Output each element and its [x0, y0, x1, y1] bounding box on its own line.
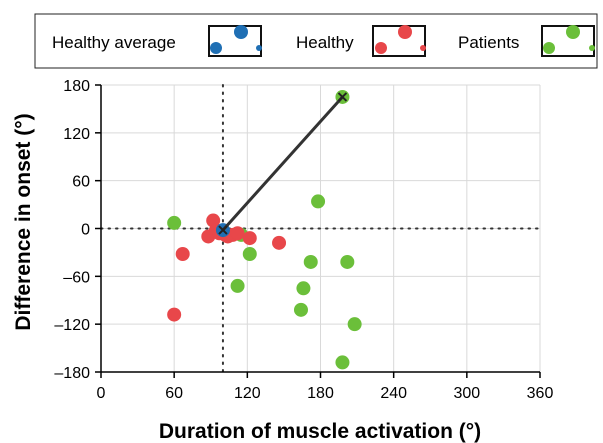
x-tick-label: 60 — [165, 385, 183, 402]
data-point-healthy — [230, 226, 245, 241]
y-axis-title: Difference in onset (°) — [12, 113, 35, 330]
data-point-patients — [230, 278, 245, 293]
x-axis-ticks: 0 60 120 180 240 300 360 — [97, 372, 554, 402]
legend-entry-healthy: Healthy — [296, 25, 426, 57]
x-tick-label: 180 — [307, 385, 334, 402]
x-marker — [337, 92, 348, 102]
data-point-healthy — [242, 231, 257, 246]
annotations — [218, 92, 348, 235]
connecting-line — [221, 95, 344, 232]
data-point-patients — [296, 281, 311, 296]
x-tick-label: 120 — [234, 385, 261, 402]
y-tick-label: 0 — [81, 222, 90, 239]
data-point-patients — [303, 254, 318, 269]
data-point-patients — [347, 317, 362, 332]
y-tick-label: –60 — [63, 269, 90, 286]
x-marker-stroke — [337, 92, 348, 102]
data-point-patients — [167, 215, 182, 230]
data-point-patients — [311, 194, 326, 209]
data-point-patients — [335, 355, 350, 370]
y-tick-label: –180 — [54, 365, 90, 382]
legend-swatch-healthy-average — [208, 25, 262, 57]
legend-swatch-healthy — [372, 25, 426, 57]
x-axis-title: Duration of muscle activation (°) — [159, 420, 481, 443]
legend-entry-healthy-average: Healthy average — [52, 25, 262, 57]
x-marker — [218, 225, 228, 235]
y-tick-label: 120 — [63, 126, 90, 143]
legend-swatch-patients — [541, 25, 595, 57]
y-tick-label: –120 — [54, 317, 90, 334]
data-points — [167, 89, 362, 370]
x-tick-label: 0 — [97, 385, 106, 402]
legend: Healthy average Healthy Patients — [34, 13, 598, 69]
legend-entry-patients: Patients — [458, 25, 595, 57]
legend-frame — [34, 13, 598, 69]
x-marker-stroke — [218, 225, 228, 235]
y-tick-label: 60 — [72, 174, 90, 191]
legend-label-healthy: Healthy — [296, 33, 354, 52]
legend-label-healthy-average: Healthy average — [52, 33, 176, 52]
data-point-healthy — [167, 307, 182, 322]
y-tick-label: 180 — [63, 78, 90, 95]
data-point-patients — [340, 254, 355, 269]
data-point-patients — [242, 247, 257, 262]
data-point-healthy — [175, 247, 190, 262]
legend-label-patients: Patients — [458, 33, 519, 52]
x-tick-label: 300 — [453, 385, 480, 402]
data-point-healthy — [272, 235, 287, 250]
x-tick-label: 240 — [380, 385, 407, 402]
x-tick-label: 360 — [527, 385, 554, 402]
data-point-patients — [293, 302, 308, 317]
y-axis-ticks: 180 120 60 0 –60 –120 –180 — [54, 78, 101, 382]
